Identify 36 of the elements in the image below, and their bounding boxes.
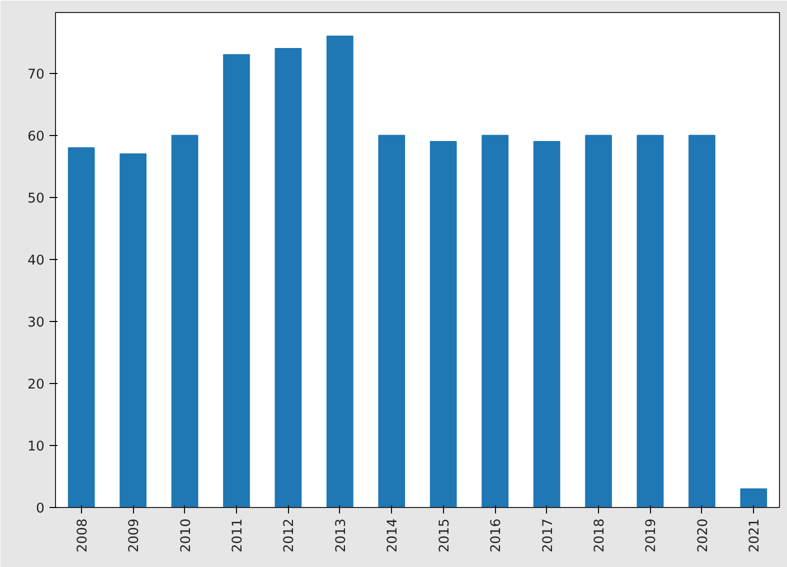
y-tick-label: 40: [28, 253, 45, 268]
bar: [326, 36, 354, 508]
y-tick-label: 60: [28, 129, 45, 144]
bar: [378, 134, 406, 508]
x-tick-label: 2015: [437, 518, 452, 552]
x-tick-label: 2011: [230, 518, 246, 552]
x-tick-label: 2009: [127, 518, 142, 552]
x-tick-label: 2018: [592, 518, 608, 552]
bar: [68, 147, 95, 508]
bar: [223, 54, 250, 508]
x-tick-label: 2016: [489, 518, 504, 552]
y-tick-label: 10: [28, 439, 45, 454]
bar: [636, 134, 664, 508]
bar: [274, 48, 302, 508]
bar: [120, 153, 146, 508]
bar: [688, 134, 716, 508]
bar: [171, 134, 198, 508]
x-tick-label: 2020: [696, 518, 711, 552]
y-tick-label: 20: [28, 377, 45, 392]
bar: [585, 134, 612, 508]
x-tick-label: 2021: [748, 518, 763, 552]
x-tick-label: 2013: [334, 518, 349, 552]
x-tick-label: 2008: [75, 518, 90, 552]
x-tick-label: 2014: [386, 518, 401, 552]
bar: [482, 134, 508, 508]
x-tick-label: 2019: [644, 518, 660, 552]
x-tick-label: 2012: [282, 518, 298, 552]
y-tick-label: 70: [28, 67, 45, 82]
x-tick-label: 2017: [540, 518, 556, 552]
x-tick-label: 2010: [178, 518, 194, 552]
bar: [430, 141, 457, 508]
bar: [533, 141, 560, 508]
y-tick-label: 0: [36, 502, 45, 516]
y-tick-label: 30: [28, 315, 45, 330]
y-tick-label: 50: [28, 191, 45, 206]
bar: [740, 488, 768, 508]
